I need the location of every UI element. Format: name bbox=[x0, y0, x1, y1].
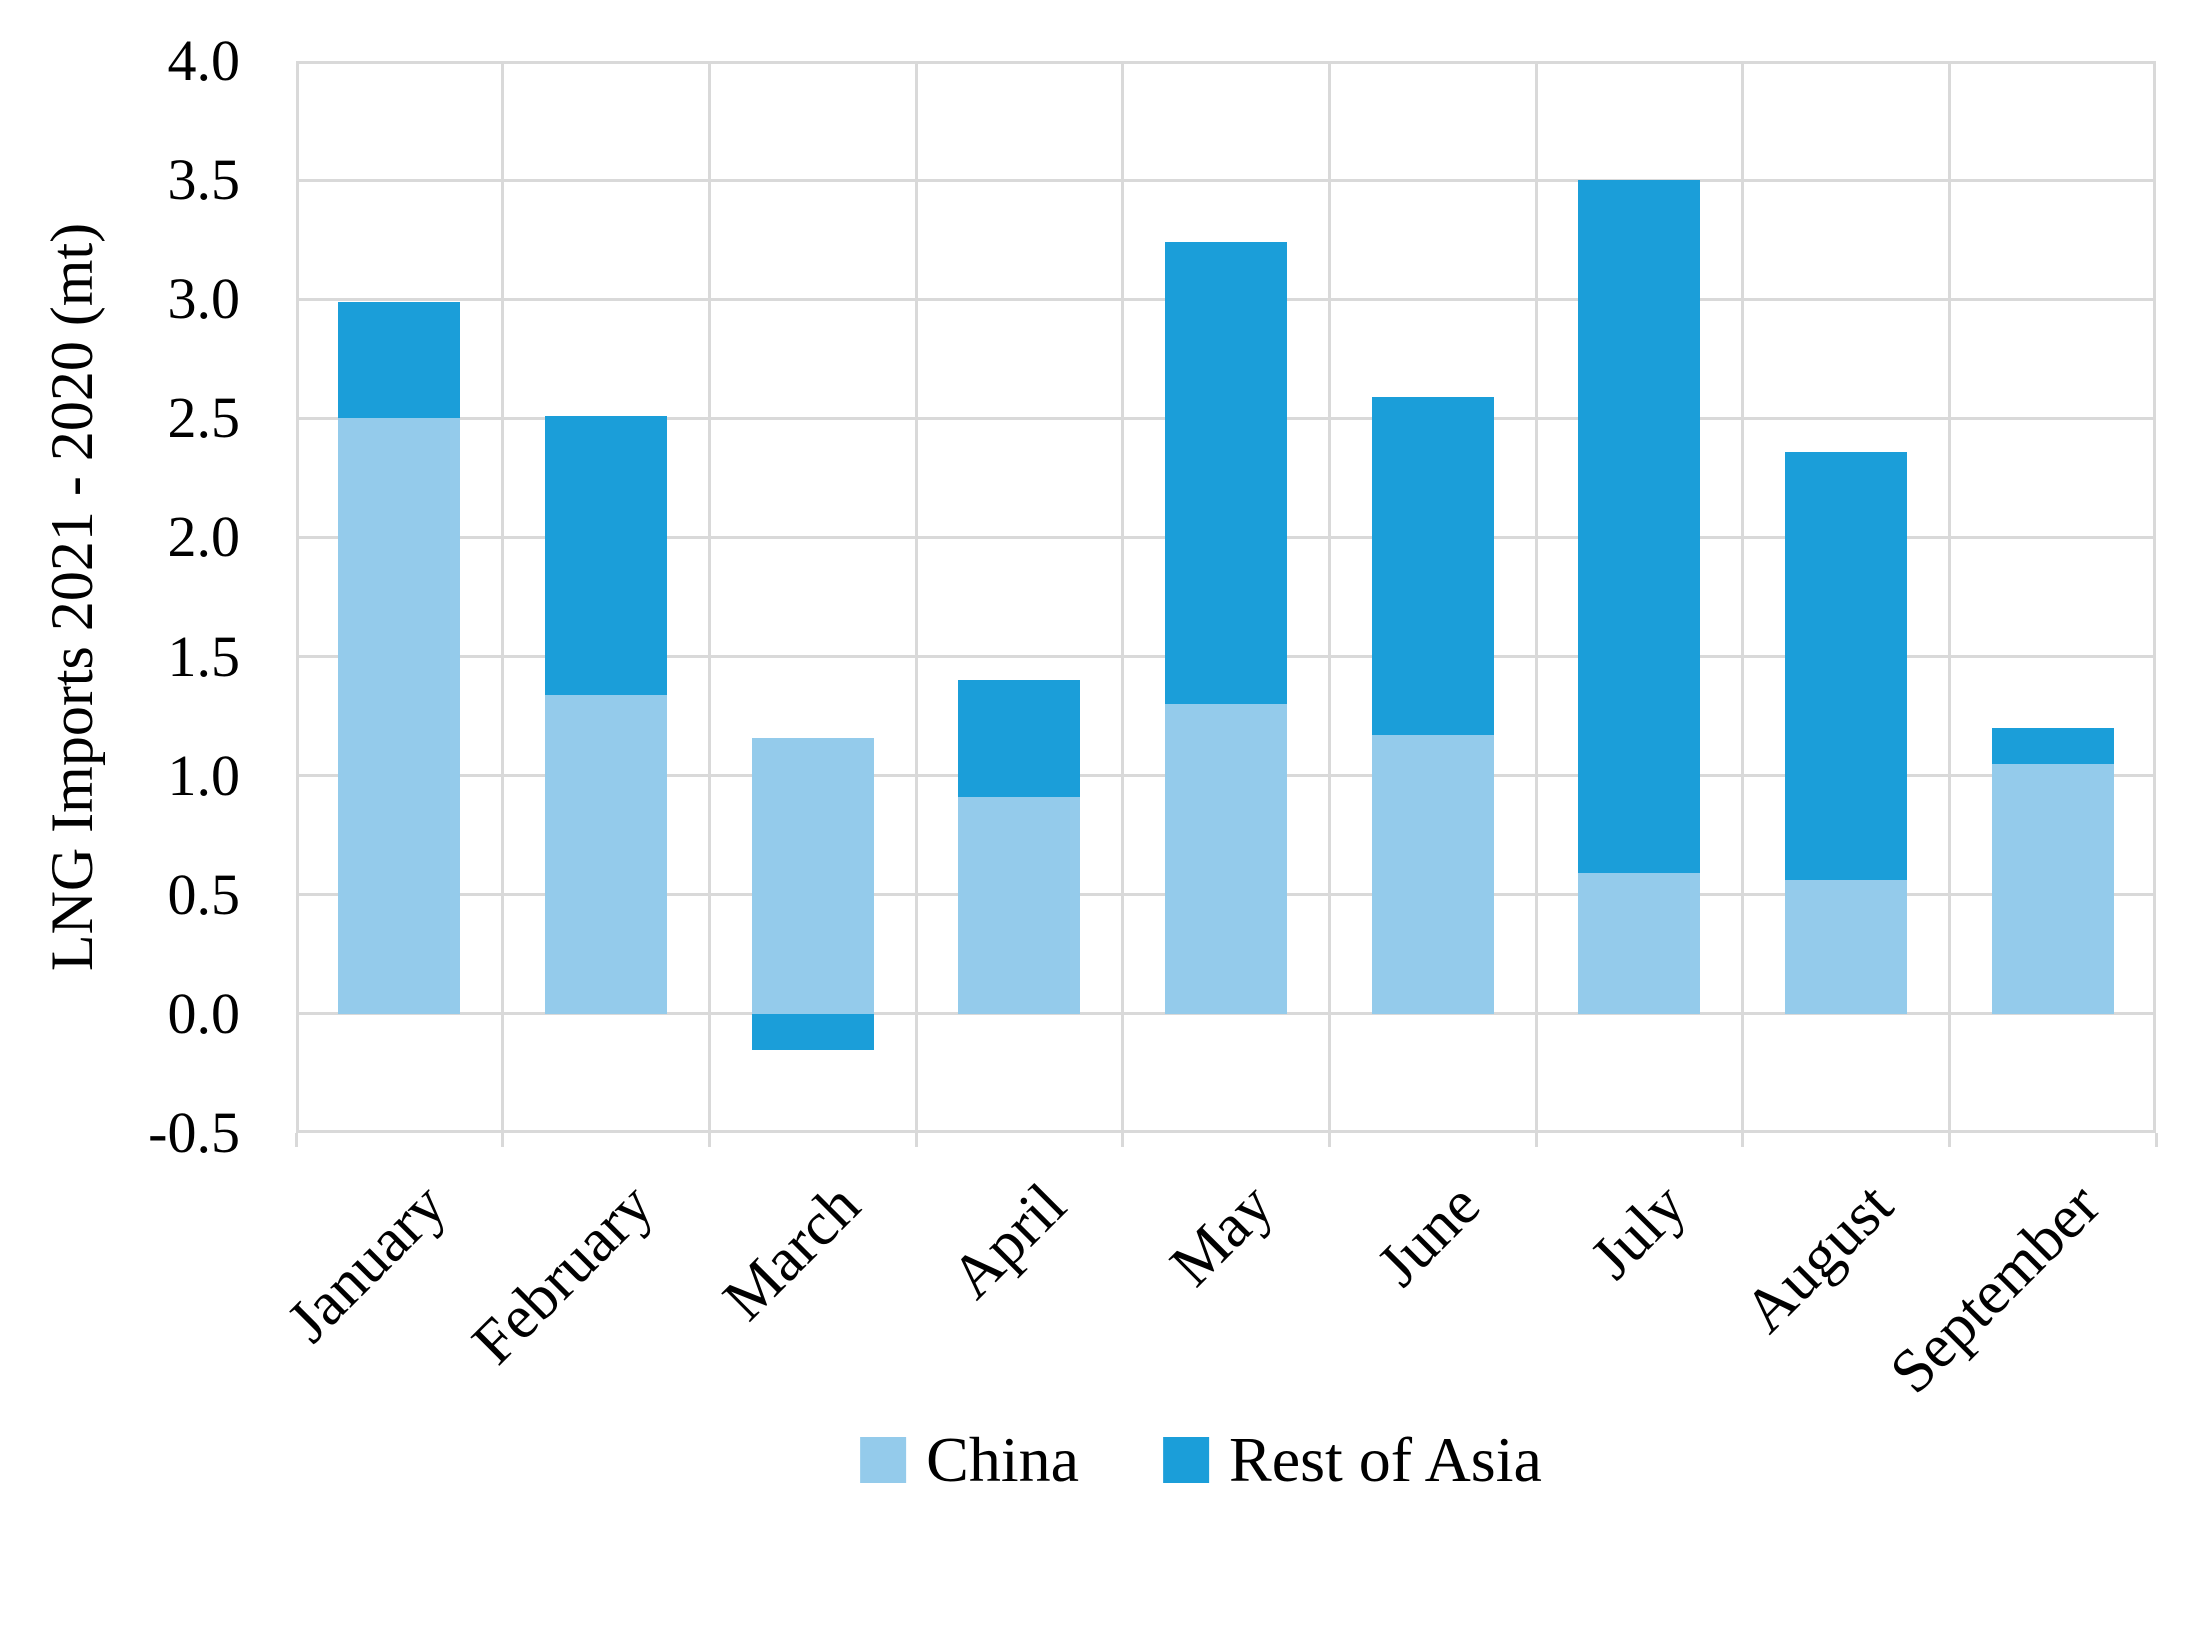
v-gridline bbox=[1947, 61, 1951, 1133]
legend-item-china: China bbox=[860, 1428, 1079, 1492]
bar-segment-rest-of-asia-may bbox=[1165, 242, 1287, 705]
legend-label: Rest of Asia bbox=[1229, 1424, 1542, 1495]
bar-segment-china-september bbox=[1991, 763, 2114, 1014]
h-gridline bbox=[296, 1012, 2156, 1016]
bar-segment-china-march bbox=[751, 737, 874, 1014]
bar-segment-china-february bbox=[545, 694, 667, 1014]
x-axis-tick-mark bbox=[1121, 1133, 1125, 1147]
bar-segment-rest-of-asia-september bbox=[1991, 728, 2114, 764]
bar-segment-rest-of-asia-january bbox=[338, 301, 461, 419]
x-axis-tick-mark bbox=[1534, 1133, 1538, 1147]
y-tick-label: 2.5 bbox=[167, 385, 241, 451]
y-axis-title: LNG Imports 2021 - 2020 (mt) bbox=[39, 222, 105, 972]
bar-segment-rest-of-asia-june bbox=[1371, 396, 1494, 736]
y-tick-label: -0.5 bbox=[148, 1100, 240, 1165]
legend-swatch-rest-of-asia bbox=[1163, 1437, 1209, 1483]
y-tick-label: 3.5 bbox=[167, 147, 241, 213]
y-tick-label: 4.0 bbox=[167, 28, 241, 93]
v-gridline bbox=[1327, 61, 1331, 1133]
v-gridline bbox=[707, 61, 711, 1133]
bar-segment-rest-of-asia-april bbox=[958, 680, 1081, 798]
x-axis-tick-mark bbox=[914, 1133, 918, 1147]
y-tick-label: 0.5 bbox=[167, 861, 241, 927]
bar-segment-china-april bbox=[958, 797, 1081, 1014]
bar-segment-china-june bbox=[1371, 735, 1494, 1014]
x-axis-tick-mark bbox=[501, 1133, 505, 1147]
v-gridline bbox=[1534, 61, 1538, 1133]
bar-segment-rest-of-asia-august bbox=[1785, 451, 1907, 881]
x-axis-tick-mark bbox=[1741, 1133, 1745, 1147]
legend-item-rest-of-asia: Rest of Asia bbox=[1163, 1428, 1542, 1492]
x-axis-tick-mark bbox=[2154, 1133, 2158, 1147]
stacked-bar-chart: LNG Imports 2021 - 2020 (mt) China Rest o… bbox=[39, 28, 2158, 1492]
y-tick-label: 1.0 bbox=[167, 742, 241, 808]
y-tick-label: 2.0 bbox=[167, 504, 241, 570]
x-axis-tick-mark bbox=[1327, 1133, 1331, 1147]
legend-label: China bbox=[926, 1424, 1079, 1495]
v-gridline bbox=[1121, 61, 1125, 1133]
bar-segment-china-august bbox=[1785, 880, 1907, 1014]
y-tick-label: 0.0 bbox=[167, 980, 241, 1046]
x-axis-tick-mark bbox=[1947, 1133, 1951, 1147]
v-gridline bbox=[501, 61, 505, 1133]
bar-segment-china-july bbox=[1578, 873, 1701, 1014]
x-axis-tick-mark bbox=[707, 1133, 711, 1147]
bar-segment-china-january bbox=[338, 418, 461, 1014]
v-gridline bbox=[1741, 61, 1745, 1133]
v-gridline bbox=[914, 61, 918, 1133]
legend: China Rest of Asia bbox=[860, 1428, 1542, 1492]
h-gridline bbox=[296, 178, 2156, 182]
x-axis-tick-mark bbox=[294, 1133, 298, 1147]
bar-segment-rest-of-asia-february bbox=[545, 415, 667, 695]
bar-segment-rest-of-asia-july bbox=[1578, 180, 1701, 874]
bar-segment-china-may bbox=[1165, 704, 1287, 1014]
y-tick-label: 3.0 bbox=[167, 266, 241, 332]
bar-segment-rest-of-asia-march bbox=[751, 1013, 874, 1050]
y-tick-label: 1.5 bbox=[167, 623, 241, 689]
legend-swatch-china bbox=[860, 1437, 907, 1483]
